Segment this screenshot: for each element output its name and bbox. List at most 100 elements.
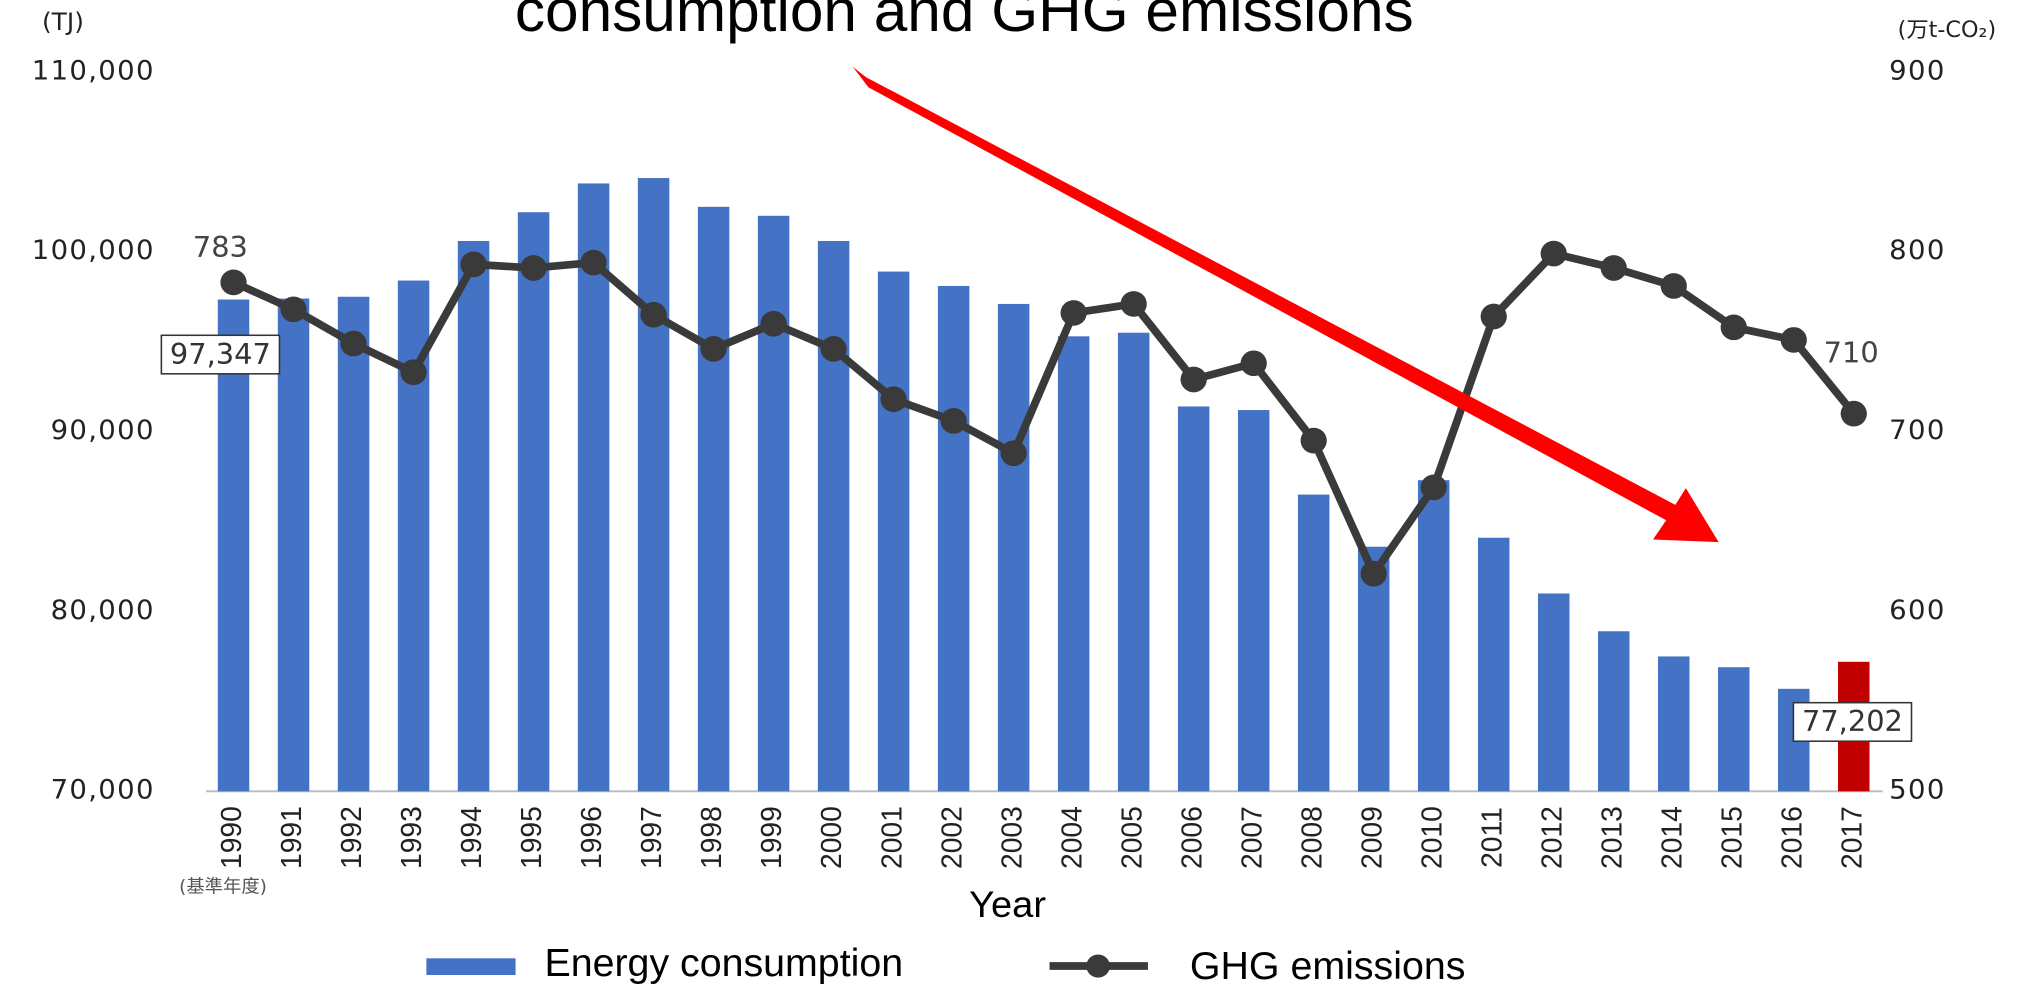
x-tick-label: 2014: [1656, 806, 1688, 869]
y2-tick-label: 800: [1889, 235, 1946, 266]
x-tick-label: 2013: [1596, 806, 1628, 869]
bar: [817, 240, 850, 792]
plot-area: [217, 178, 1870, 792]
x-tick-label: 2006: [1176, 806, 1208, 869]
legend-label: Energy consumption: [544, 943, 903, 986]
line-marker: [640, 301, 667, 328]
bar: [757, 215, 790, 792]
y2-tick-label: 500: [1889, 775, 1946, 806]
line-marker: [1360, 560, 1387, 587]
bar: [877, 271, 910, 792]
line-marker: [460, 251, 487, 278]
bar: [217, 299, 250, 792]
x-tick-label: 1996: [576, 806, 608, 869]
bar: [517, 212, 550, 792]
x-axis-label: Year: [969, 883, 1046, 925]
x-tick-label: 1997: [636, 806, 668, 869]
x-tick-label: 2015: [1716, 806, 1748, 869]
x-tick-label: 2008: [1296, 806, 1328, 869]
y-axis-unit: (TJ): [42, 7, 84, 36]
line-marker: [940, 407, 967, 434]
bar: [337, 296, 370, 792]
bar: [1177, 406, 1210, 792]
line-marker: [1000, 440, 1027, 467]
bar: [1357, 546, 1390, 792]
bar: [1117, 332, 1150, 792]
data-label-box: [1792, 701, 1913, 742]
line-marker: [280, 296, 307, 323]
bar: [1417, 480, 1450, 792]
line-marker: [1060, 300, 1087, 326]
data-label-box: [160, 334, 281, 375]
y-tick-label: 70,000: [51, 775, 155, 806]
bar: [457, 240, 490, 792]
line-marker: [1540, 240, 1567, 267]
line-marker: [1300, 427, 1327, 454]
line-marker: [1660, 273, 1687, 299]
bar: [1057, 336, 1090, 792]
line-marker: [1120, 291, 1147, 317]
x-tick-label: 1994: [456, 806, 488, 869]
x-tick-label: 1998: [696, 806, 728, 869]
x-tick-label: 1999: [756, 806, 788, 869]
line-marker: [520, 255, 547, 281]
line-marker: [700, 336, 727, 362]
x-tick-label: 1993: [396, 806, 428, 869]
line-marker: [400, 359, 427, 386]
x-tick-label: 2004: [1056, 806, 1088, 869]
x-tick-label: 1991: [276, 806, 308, 869]
x-tick-label: 2005: [1116, 806, 1148, 869]
line-marker: [1420, 474, 1447, 501]
data-label: 77,202: [1802, 704, 1903, 738]
line-marker: [1180, 366, 1207, 393]
data-label: 710: [1824, 336, 1879, 370]
chart-title: consumption and GHG emissions: [515, 0, 1414, 44]
x-tick-label: 1995: [516, 806, 548, 869]
y2-tick-label: 600: [1889, 595, 1946, 626]
bar: [937, 285, 970, 792]
line-marker: [1780, 327, 1807, 353]
x-tick-label: 2001: [876, 806, 908, 869]
line-marker: [1480, 303, 1507, 330]
x-tick-label: 2016: [1776, 806, 1808, 869]
bar: [637, 178, 670, 792]
bar: [577, 183, 610, 792]
trend-arrow: [852, 66, 1719, 543]
x-tick-label: 2003: [996, 806, 1028, 869]
y2-tick-label: 900: [1889, 56, 1946, 87]
x-tick-label: 2009: [1356, 806, 1388, 869]
y-tick-label: 90,000: [51, 415, 155, 446]
x-axis-note: (基準年度): [179, 877, 267, 898]
bar: [1718, 667, 1750, 792]
x-tick-label: 2012: [1536, 806, 1568, 869]
line-marker: [580, 249, 607, 276]
data-label: 97,347: [170, 337, 271, 371]
line-marker: [340, 330, 367, 357]
line-marker: [1840, 400, 1867, 427]
bar: [1297, 494, 1330, 792]
x-tick-label: 2000: [816, 806, 848, 869]
bar: [997, 303, 1030, 792]
bar: [1477, 537, 1510, 792]
y-tick-label: 110,000: [32, 56, 155, 87]
line-marker: [760, 310, 787, 337]
line-marker: [220, 269, 247, 296]
legend-swatch-bar: [426, 958, 516, 976]
line-marker: [1600, 255, 1627, 281]
bar: [1657, 656, 1690, 792]
bar: [1597, 631, 1630, 792]
x-tick-label: 2002: [936, 806, 968, 869]
line-marker: [1240, 350, 1267, 377]
x-tick-label: 2010: [1416, 806, 1448, 869]
legend-label: GHG emissions: [1190, 945, 1465, 988]
bar: [1237, 410, 1270, 792]
line-marker: [820, 336, 847, 362]
data-label: 783: [193, 230, 248, 264]
bar: [697, 206, 730, 792]
x-tick-label: 1992: [336, 806, 368, 869]
x-tick-label: 2017: [1836, 806, 1868, 869]
y-tick-label: 100,000: [32, 235, 155, 266]
line: [231, 249, 1857, 578]
legend-swatch-marker: [1086, 954, 1110, 978]
